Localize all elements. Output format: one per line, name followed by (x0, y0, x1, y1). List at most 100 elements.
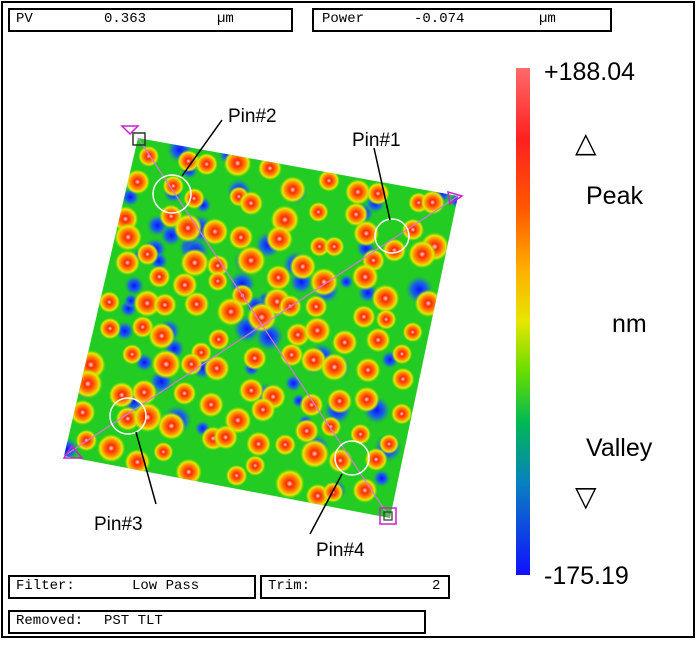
peak-spot (173, 213, 203, 243)
peak-spot (308, 201, 329, 223)
peak-spot (265, 264, 292, 291)
colorbar-peak-label: Peak (586, 182, 643, 210)
peak-spot (242, 346, 267, 371)
peak-spot (258, 156, 282, 181)
peak-spot (328, 448, 353, 473)
corner-marker-bottom-inner (383, 511, 393, 521)
peak-spot (408, 240, 437, 269)
peak-spot (136, 243, 159, 266)
peak-spot (75, 429, 98, 452)
peak-spot (344, 202, 369, 227)
peak-spot (114, 223, 143, 252)
corner-marker-bottom (379, 507, 397, 525)
peak-spot (228, 225, 254, 250)
peak-spot (309, 267, 339, 297)
pin1-label: Pin#1 (352, 130, 401, 151)
pin4-leader (309, 473, 343, 535)
peak-spot (294, 418, 319, 444)
peak-spot (320, 416, 342, 437)
peak-spot (223, 149, 252, 178)
peak-spot (172, 381, 197, 406)
peak-spot (162, 175, 185, 197)
peak-spot (180, 352, 203, 376)
peak-spot (238, 378, 264, 403)
peak-spot (207, 270, 228, 292)
pin1-circle (374, 218, 410, 254)
corner-marker-left (62, 444, 84, 459)
peak-spot (148, 265, 171, 288)
peak-spot (69, 399, 96, 426)
peak-spot (401, 218, 425, 241)
removed-value: PST TLT (104, 613, 163, 629)
peak-spot (402, 322, 423, 343)
peak-spot (353, 386, 380, 413)
trim-readout: Trim: 2 (260, 575, 450, 599)
pv-unit: µm (217, 11, 234, 27)
pin2-label: Pin#2 (228, 106, 277, 127)
peak-spot (375, 309, 397, 330)
pin1-leader (373, 147, 391, 221)
peak-spot (124, 449, 151, 475)
peak-spot (250, 397, 276, 423)
peak-spot (206, 254, 229, 277)
peak-spot (198, 392, 224, 418)
valley-spot (64, 437, 79, 462)
pv-value: 0.363 (104, 11, 147, 27)
power-unit: µm (539, 11, 556, 27)
peak-spot (157, 412, 186, 440)
diagonal-line-2 (63, 195, 459, 457)
peak-arrow-icon: △ (575, 127, 597, 158)
peak-spot (244, 455, 266, 476)
pv-label: PV (16, 11, 33, 27)
peak-spot (317, 169, 340, 192)
peak-spot (201, 218, 229, 246)
peak-spot (355, 357, 381, 383)
peak-spot (138, 145, 160, 167)
peak-spot (238, 191, 264, 216)
colorbar-min: -175.19 (544, 562, 629, 590)
power-readout: Power -0.074 µm (312, 8, 612, 32)
peak-spot (420, 190, 445, 215)
peak-spot (153, 293, 177, 317)
valley-arrow-icon: ▽ (575, 481, 597, 512)
peak-spot (391, 367, 415, 391)
peak-spot (151, 349, 181, 380)
corner-marker-top-square (132, 132, 146, 146)
peak-spot (378, 433, 400, 455)
valley-spot (372, 469, 391, 488)
peak-spot (364, 447, 388, 471)
peak-spot (125, 169, 150, 195)
peak-spot (236, 245, 266, 276)
peak-spot (246, 431, 272, 457)
peak-spots (69, 145, 450, 509)
power-value: -0.074 (414, 11, 465, 27)
peak-spot (131, 315, 154, 339)
peak-spot (324, 236, 345, 257)
peak-spot (131, 379, 158, 406)
peak-spot (98, 291, 121, 313)
corner-marker-top (120, 125, 140, 136)
peak-spot (175, 458, 202, 486)
peak-spot (195, 152, 218, 176)
peak-spot (207, 328, 230, 351)
peak-spot (203, 355, 230, 382)
removed-label: Removed: (16, 613, 84, 629)
peak-spot (225, 464, 248, 487)
peak-spot (353, 220, 380, 247)
peak-spot (99, 317, 121, 340)
peak-spot (320, 353, 349, 382)
corner-marker-right (447, 190, 464, 206)
pin3-label: Pin#3 (94, 514, 143, 535)
removed-readout: Removed: PST TLT (8, 610, 426, 634)
peak-spot (309, 236, 330, 257)
pv-readout: PV 0.363 µm (8, 8, 293, 32)
peak-spot (108, 381, 135, 409)
peak-spot (352, 305, 376, 329)
peak-spot (177, 149, 200, 173)
peak-spot (331, 329, 358, 356)
trim-value: 2 (432, 578, 441, 594)
valley-spot (339, 274, 354, 289)
peak-spot (391, 343, 413, 365)
peak-spot (115, 250, 140, 276)
peak-spot (414, 289, 443, 318)
